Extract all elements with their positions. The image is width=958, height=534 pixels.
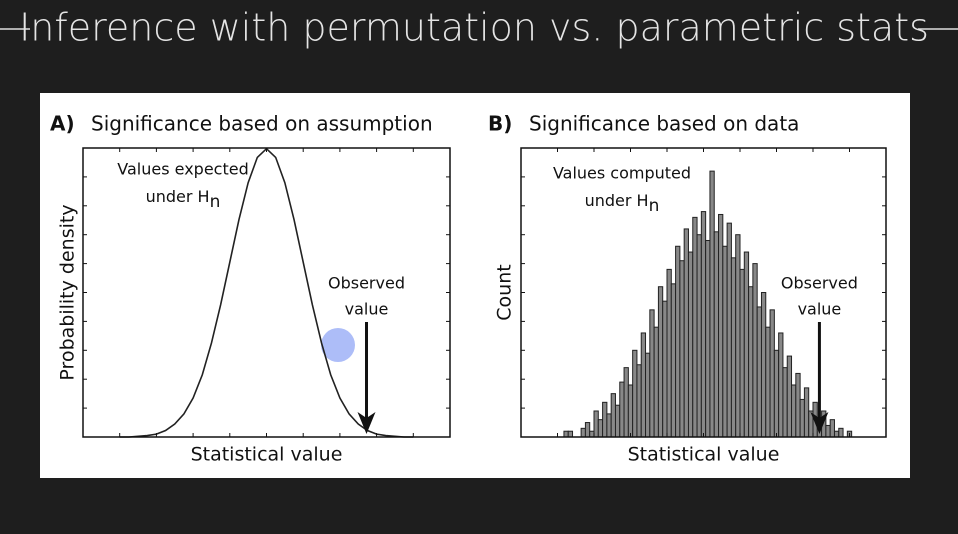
panel-title: Significance based on data: [529, 112, 799, 136]
histogram-bar: [584, 422, 591, 438]
histogram-bar: [580, 427, 586, 438]
cursor-highlight: [321, 328, 355, 362]
histogram-bar: [743, 251, 750, 438]
panel-label: A): [50, 112, 75, 136]
arrow-head: [357, 412, 376, 434]
histogram-bar: [748, 286, 754, 438]
histogram-bar: [700, 211, 707, 438]
histogram-bar: [791, 384, 797, 438]
y-axis-label: Count: [494, 264, 516, 320]
slide-title: Inference with permutation vs. parametri…: [19, 6, 929, 50]
histogram-bar: [670, 283, 677, 438]
histogram-bar: [679, 260, 685, 438]
histogram-bar: [692, 216, 698, 438]
histogram-bar: [769, 309, 775, 438]
annotation-text: under H: [585, 191, 649, 210]
annotation: Values computed: [553, 164, 691, 183]
histogram-bar: [713, 231, 720, 438]
annotation-text: under H: [146, 187, 210, 206]
histogram-bar: [722, 245, 728, 438]
histogram-bar: [786, 355, 793, 438]
panel-title: Significance based on assumption: [91, 112, 433, 136]
histogram-bar: [782, 367, 788, 438]
histogram-bar: [606, 413, 612, 438]
annotation: under Hn: [585, 191, 660, 217]
annotation-subscript: n: [210, 192, 221, 212]
histogram-bar: [567, 430, 574, 438]
x-axis-label: Statistical value: [191, 444, 343, 466]
histogram-bar: [589, 430, 595, 438]
histogram-bar: [705, 239, 711, 438]
histogram-bar: [645, 352, 651, 438]
histogram-bar: [760, 292, 767, 438]
histogram-bar: [653, 326, 659, 438]
histogram-bar: [627, 384, 634, 438]
histogram-bar: [833, 430, 840, 438]
histogram-bar: [756, 306, 762, 438]
annotation: Values expected: [117, 160, 248, 179]
histogram-bar: [778, 332, 784, 438]
histogram-bar: [803, 387, 810, 438]
histogram-bar: [666, 268, 672, 438]
histogram-bar: [662, 300, 668, 438]
histogram-bar: [614, 404, 621, 438]
histogram-bar: [799, 398, 805, 438]
annotation: value: [345, 300, 389, 319]
histogram-bar: [683, 228, 689, 438]
annotation-subscript: n: [649, 196, 660, 216]
histogram-bar: [709, 170, 715, 438]
histogram-bar: [687, 251, 694, 438]
annotation: under Hn: [146, 187, 221, 213]
x-axis-label: Statistical value: [628, 444, 780, 466]
histogram-bar: [795, 372, 801, 438]
histogram-bar: [838, 427, 844, 438]
annotation: value: [798, 300, 842, 319]
annotation: Observed: [781, 274, 858, 293]
histogram-bar: [563, 430, 569, 438]
histogram-bar: [752, 263, 758, 438]
histogram-bar: [636, 364, 642, 438]
histogram-bar: [773, 349, 780, 438]
histogram-bar: [593, 410, 599, 438]
histogram-bar: [675, 245, 681, 438]
y-axis-label: Probability density: [57, 204, 79, 380]
histogram-bar: [735, 234, 741, 438]
histogram-bar: [825, 424, 831, 438]
annotation: Observed: [328, 274, 405, 293]
histogram-bar: [597, 419, 604, 438]
histogram-bar: [829, 419, 835, 438]
histogram-bar: [730, 257, 737, 438]
histogram-bar: [632, 349, 638, 438]
histogram-bar: [765, 326, 771, 438]
arrow-head: [810, 412, 829, 434]
histogram-bar: [610, 393, 616, 438]
histogram-bar: [718, 213, 724, 438]
histogram-bar: [602, 401, 608, 438]
histogram-bar: [640, 332, 647, 438]
histogram-bar: [739, 268, 745, 438]
histogram-bar: [619, 381, 625, 438]
histogram-bar: [696, 234, 702, 438]
panel-label: B): [488, 112, 512, 136]
histogram-bar: [623, 367, 629, 438]
histogram-bar: [726, 222, 732, 438]
histogram-bar: [649, 309, 655, 438]
histogram-bar: [657, 286, 664, 438]
